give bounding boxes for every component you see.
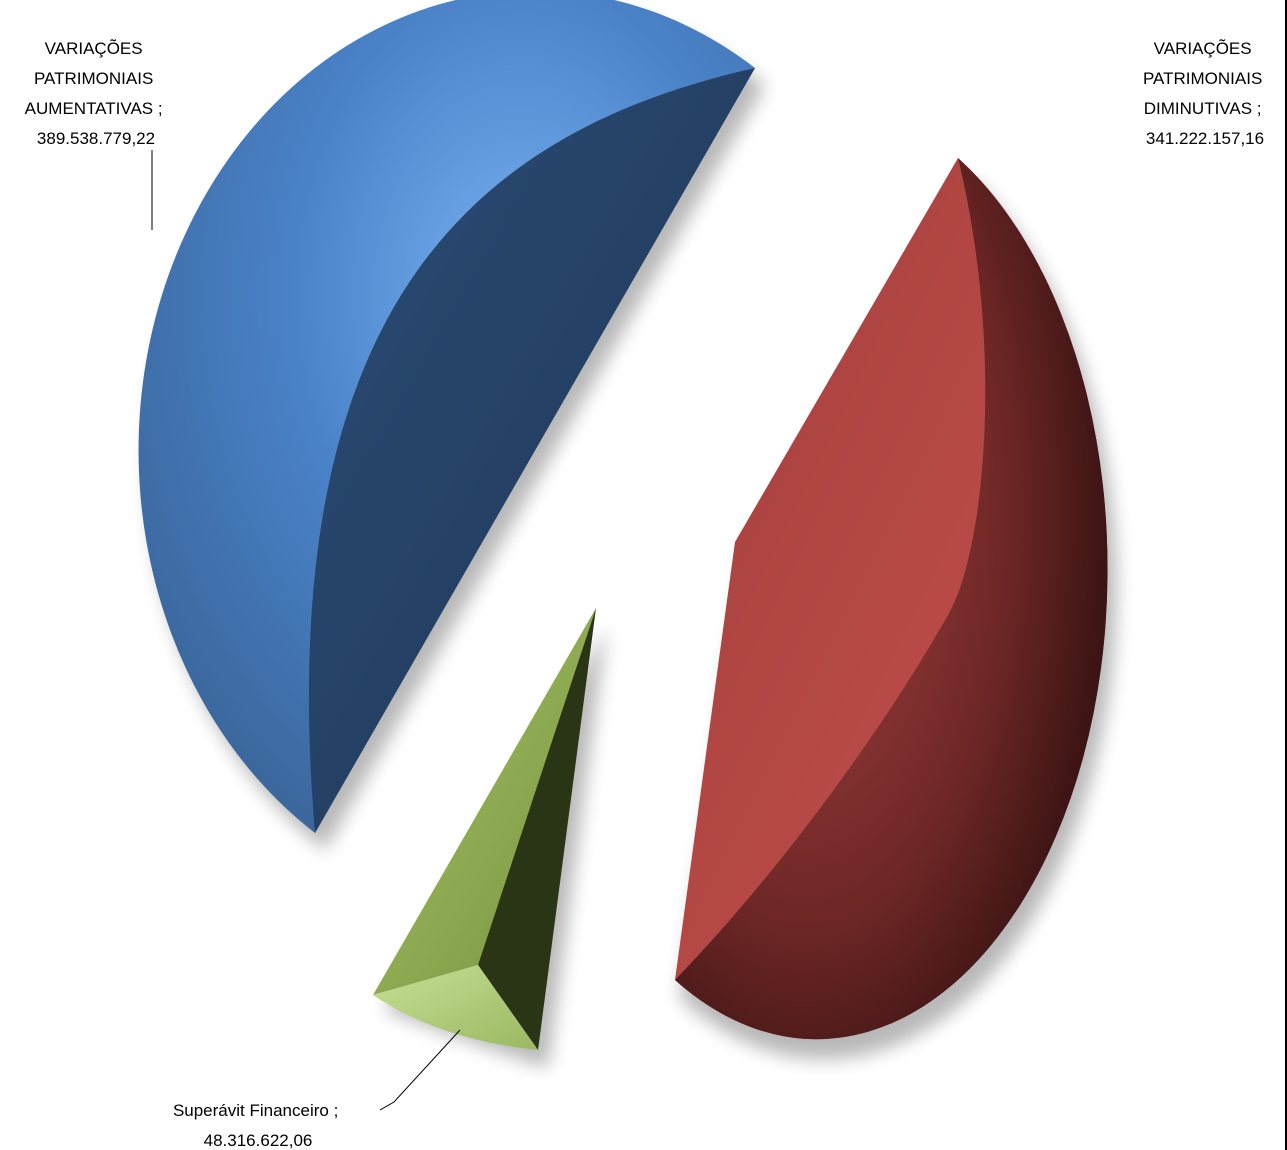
pie-slice-aumentativas: [138, 0, 755, 833]
data-label-value: 389.538.779,22: [37, 129, 155, 148]
data-label-line: VARIAÇÕES: [45, 39, 143, 58]
data-label-line: PATRIMONIAIS: [34, 69, 153, 88]
data-label-aumentativas: VARIAÇÕES PATRIMONIAIS AUMENTATIVAS ; 38…: [25, 39, 168, 148]
data-label-line: DIMINUTIVAS ;: [1144, 99, 1262, 118]
pie-slice-diminutivas: [675, 158, 1108, 1040]
data-label-line: VARIAÇÕES: [1154, 39, 1252, 58]
data-label-line: AUMENTATIVAS ;: [25, 99, 163, 118]
pie-slice-superavit: [373, 608, 596, 1050]
data-label-superavit: Superávit Financeiro ; 48.316.622,06: [173, 1101, 343, 1150]
data-label-line: PATRIMONIAIS: [1143, 69, 1262, 88]
data-label-value: 341.222.157,16: [1146, 129, 1264, 148]
leader-line-superavit: [379, 1029, 461, 1111]
data-label-diminutivas: VARIAÇÕES PATRIMONIAIS DIMINUTIVAS ; 341…: [1143, 39, 1267, 148]
data-label-value: 48.316.622,06: [204, 1131, 313, 1150]
data-label-line: Superávit Financeiro ;: [173, 1101, 338, 1120]
